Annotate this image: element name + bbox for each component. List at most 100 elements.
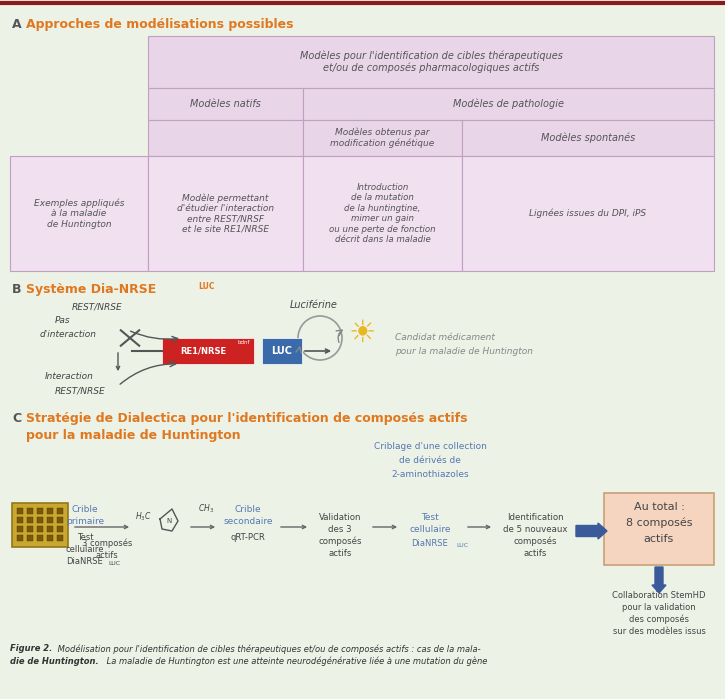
Text: N: N — [166, 518, 172, 524]
Text: DiaNRSE: DiaNRSE — [412, 539, 448, 548]
Text: primaire: primaire — [66, 517, 104, 526]
Bar — [37, 535, 43, 541]
Bar — [57, 535, 63, 541]
Text: LUC: LUC — [198, 282, 215, 291]
Text: La maladie de Huntington est une atteinte neurodégénérative liée à une mutation : La maladie de Huntington est une atteint… — [104, 657, 487, 667]
Text: C: C — [12, 412, 21, 425]
Bar — [148, 156, 303, 271]
Text: d'interaction: d'interaction — [40, 330, 97, 339]
Bar — [17, 526, 23, 532]
Text: actifs: actifs — [644, 534, 674, 544]
FancyArrow shape — [652, 567, 666, 593]
Text: A: A — [12, 18, 22, 31]
Bar — [162, 338, 254, 364]
Text: composés: composés — [318, 537, 362, 547]
Text: 3 composés: 3 composés — [82, 539, 132, 549]
Bar — [17, 517, 23, 523]
Bar — [148, 36, 714, 88]
Text: Test: Test — [77, 533, 94, 542]
Text: Pas: Pas — [55, 316, 70, 325]
Bar — [303, 88, 714, 120]
Text: de dérivés de: de dérivés de — [399, 456, 461, 465]
Bar — [12, 503, 68, 547]
Bar — [462, 120, 714, 156]
Text: sur des modèles issus: sur des modèles issus — [613, 627, 705, 636]
Text: Criblage d'une collection: Criblage d'une collection — [373, 442, 486, 451]
Bar — [148, 120, 303, 156]
Text: REST/NRSE: REST/NRSE — [55, 386, 106, 395]
Bar — [27, 535, 33, 541]
Bar — [262, 338, 302, 364]
Text: actifs: actifs — [96, 551, 118, 560]
Bar — [47, 535, 53, 541]
Text: Modélisation pour l'identification de cibles thérapeutiques et/ou de composés ac: Modélisation pour l'identification de ci… — [55, 644, 481, 654]
Text: Identification: Identification — [507, 513, 563, 522]
Bar — [47, 517, 53, 523]
Bar — [27, 517, 33, 523]
Bar — [303, 120, 462, 156]
Bar — [10, 156, 148, 271]
Text: actifs: actifs — [523, 549, 547, 558]
Text: Modèles spontanés: Modèles spontanés — [541, 133, 635, 143]
Text: 2-aminothiazoles: 2-aminothiazoles — [392, 470, 469, 479]
Text: pour la validation: pour la validation — [622, 603, 696, 612]
Text: die de Huntington.: die de Huntington. — [10, 657, 99, 666]
FancyArrow shape — [576, 523, 607, 539]
Text: de 5 nouveaux: de 5 nouveaux — [502, 525, 567, 534]
Bar — [57, 517, 63, 523]
Text: Crible: Crible — [235, 505, 261, 514]
Bar — [17, 508, 23, 514]
Bar — [27, 508, 33, 514]
Bar — [37, 526, 43, 532]
Text: Introduction
de la mutation
de la huntingtine,
mimer un gain
ou une perte de fon: Introduction de la mutation de la huntin… — [329, 183, 436, 244]
Bar — [47, 508, 53, 514]
Text: DiaNRSE: DiaNRSE — [67, 557, 104, 566]
Text: Exemples appliqués
à la maladie
de Huntington: Exemples appliqués à la maladie de Hunti… — [34, 199, 124, 229]
Text: B: B — [12, 283, 22, 296]
Text: des 3: des 3 — [328, 525, 352, 534]
Text: LUC: LUC — [108, 561, 120, 566]
Text: pour la maladie de Huntington: pour la maladie de Huntington — [395, 347, 533, 356]
Text: Au total :: Au total : — [634, 502, 684, 512]
Text: Système Dia-NRSE: Système Dia-NRSE — [26, 283, 157, 296]
Text: REST/NRSE: REST/NRSE — [72, 302, 123, 311]
Text: LUC: LUC — [456, 543, 468, 548]
Text: Modèles pour l'identification de cibles thérapeutiques
et/ou de composés pharmac: Modèles pour l'identification de cibles … — [299, 50, 563, 73]
Text: Crible: Crible — [72, 505, 99, 514]
Bar — [57, 508, 63, 514]
Text: Modèles obtenus par
modification génétique: Modèles obtenus par modification génétiq… — [331, 128, 434, 148]
Bar — [604, 493, 714, 565]
Text: RE1/NRSE: RE1/NRSE — [181, 347, 226, 356]
Text: qRT-PCR: qRT-PCR — [231, 533, 265, 542]
Text: LUC: LUC — [271, 346, 292, 356]
Text: cellulaire: cellulaire — [409, 525, 451, 534]
Text: Figure 2.: Figure 2. — [10, 644, 52, 653]
Text: composés: composés — [513, 537, 557, 547]
Bar — [303, 156, 462, 271]
Text: Test: Test — [421, 513, 439, 522]
Text: Approches de modélisations possibles: Approches de modélisations possibles — [26, 18, 294, 31]
Text: actifs: actifs — [328, 549, 352, 558]
Text: $\mathit{H_3C}$: $\mathit{H_3C}$ — [136, 511, 152, 524]
Text: Modèles de pathologie: Modèles de pathologie — [453, 99, 564, 109]
Text: secondaire: secondaire — [223, 517, 273, 526]
Text: Candidat médicament: Candidat médicament — [395, 333, 495, 343]
Text: Modèle permettant
d'étudier l'interaction
entre REST/NRSF
et le site RE1/NRSE: Modèle permettant d'étudier l'interactio… — [177, 193, 274, 234]
Text: bdnf: bdnf — [238, 340, 250, 345]
Bar — [57, 526, 63, 532]
Text: Modèles natifs: Modèles natifs — [190, 99, 261, 109]
Bar — [17, 535, 23, 541]
Text: Lignées issues du DPI, iPS: Lignées issues du DPI, iPS — [529, 209, 647, 218]
Text: cellulaire: cellulaire — [66, 545, 104, 554]
Text: Validation: Validation — [319, 513, 361, 522]
Text: Stratégie de Dialectica pour l'identification de composés actifs: Stratégie de Dialectica pour l'identific… — [26, 412, 468, 425]
Bar — [148, 88, 303, 120]
Text: $\mathit{CH_3}$: $\mathit{CH_3}$ — [198, 503, 214, 515]
Text: Collaboration StemHD: Collaboration StemHD — [612, 591, 705, 600]
Text: Interaction: Interaction — [45, 372, 94, 381]
Text: Luciférine: Luciférine — [290, 300, 338, 310]
Bar — [37, 508, 43, 514]
Bar — [37, 517, 43, 523]
Text: des composés: des composés — [629, 615, 689, 624]
Bar — [47, 526, 53, 532]
